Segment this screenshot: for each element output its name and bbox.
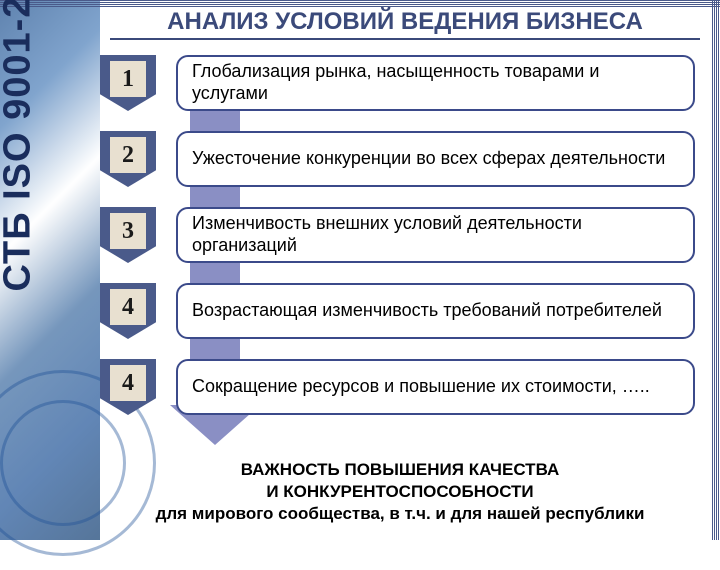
list-item: 4 Сокращение ресурсов и повышение их сто… bbox=[100, 359, 695, 415]
item-text: Ужесточение конкуренции во всех сферах д… bbox=[176, 131, 695, 187]
item-number-chevron: 1 bbox=[100, 55, 156, 111]
sidebar-standard-label: СТБ ISO 9001-2009 bbox=[0, 0, 40, 292]
top-border-lines bbox=[0, 0, 720, 8]
item-number: 4 bbox=[110, 365, 146, 401]
item-number: 2 bbox=[110, 137, 146, 173]
item-text: Изменчивость внешних условий деятельност… bbox=[176, 207, 695, 263]
main-content: 1 Глобализация рынка, насыщенность товар… bbox=[100, 55, 695, 435]
item-number-chevron: 4 bbox=[100, 359, 156, 415]
item-number-chevron: 3 bbox=[100, 207, 156, 263]
item-number-chevron: 2 bbox=[100, 131, 156, 187]
item-number-chevron: 4 bbox=[100, 283, 156, 339]
conclusion-line3: для мирового сообщества, в т.ч. и для на… bbox=[156, 504, 645, 523]
page-title: АНАЛИЗ УСЛОВИЙ ВЕДЕНИЯ БИЗНЕСА bbox=[110, 8, 700, 40]
conclusion-line2: И КОНКУРЕНТОСПОСОБНОСТИ bbox=[266, 482, 533, 501]
list-item: 4 Возрастающая изменчивость требований п… bbox=[100, 283, 695, 339]
item-text: Глобализация рынка, насыщенность товарам… bbox=[176, 55, 695, 111]
item-list: 1 Глобализация рынка, насыщенность товар… bbox=[100, 55, 695, 415]
right-border-lines bbox=[712, 0, 720, 540]
item-text: Возрастающая изменчивость требований пот… bbox=[176, 283, 695, 339]
item-number: 4 bbox=[110, 289, 146, 325]
list-item: 3 Изменчивость внешних условий деятельно… bbox=[100, 207, 695, 263]
list-item: 2 Ужесточение конкуренции во всех сферах… bbox=[100, 131, 695, 187]
item-number: 3 bbox=[110, 213, 146, 249]
conclusion-line1: ВАЖНОСТЬ ПОВЫШЕНИЯ КАЧЕСТВА bbox=[241, 460, 560, 479]
item-number: 1 bbox=[110, 61, 146, 97]
item-text: Сокращение ресурсов и повышение их стоим… bbox=[176, 359, 695, 415]
list-item: 1 Глобализация рынка, насыщенность товар… bbox=[100, 55, 695, 111]
conclusion-text: ВАЖНОСТЬ ПОВЫШЕНИЯ КАЧЕСТВА И КОНКУРЕНТО… bbox=[100, 459, 700, 525]
